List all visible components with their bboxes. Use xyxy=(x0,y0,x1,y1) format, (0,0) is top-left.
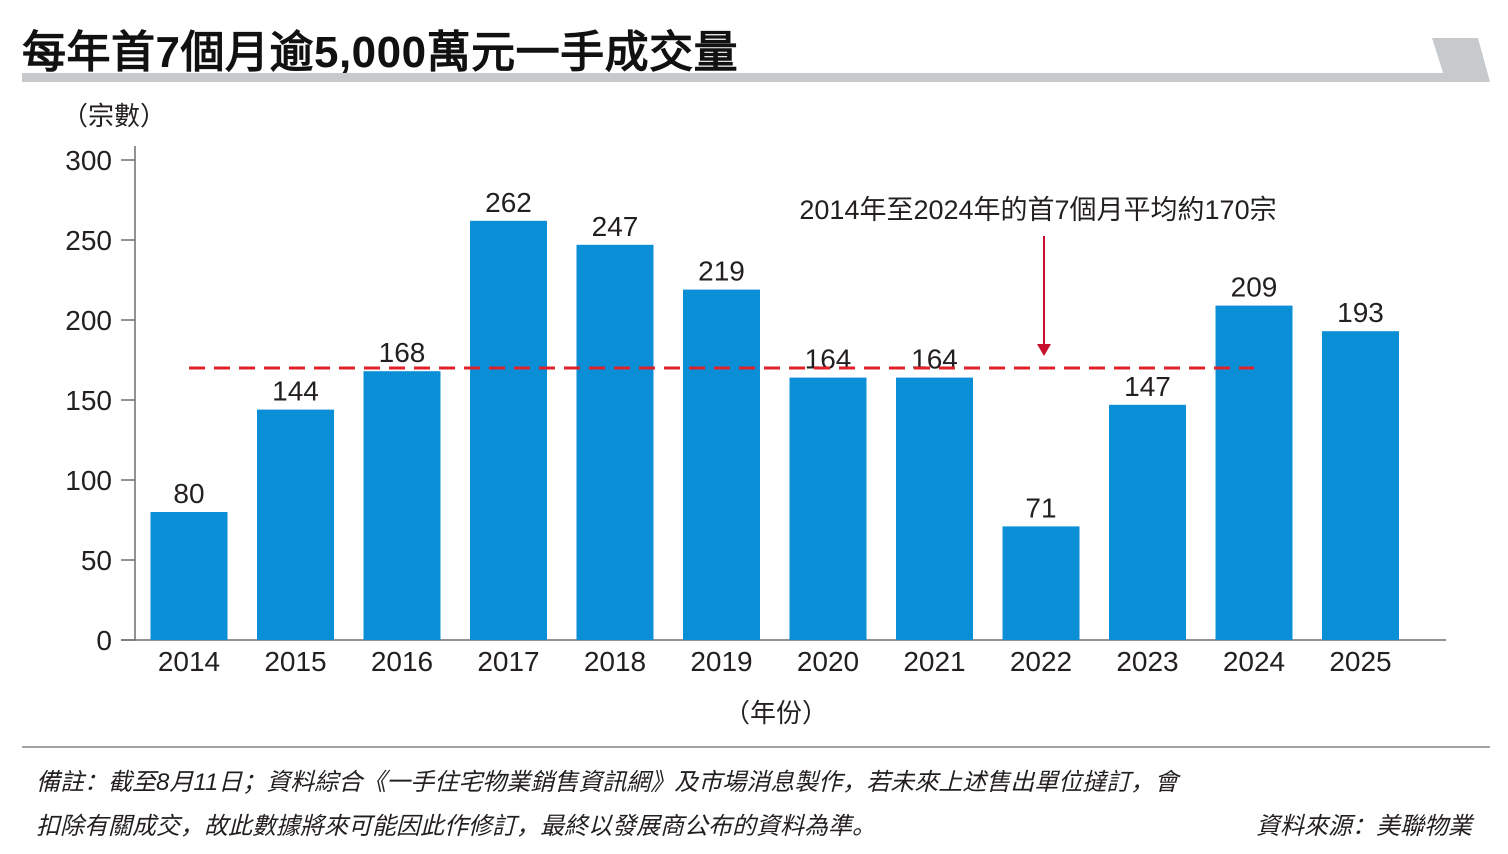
average-annotation-label: 2014年至2024年的首7個月平均約170宗 xyxy=(799,195,1276,225)
bar-2019 xyxy=(683,289,760,640)
value-labels: 80 144 168 262 247 219 164 164 71 147 209 193 xyxy=(173,187,1383,524)
data-source: 資料來源：美聯物業 xyxy=(1256,813,1472,840)
bar-2020 xyxy=(789,377,867,640)
bar-2015 xyxy=(257,409,334,640)
x-tick-label-2014: 2014 xyxy=(158,646,220,677)
x-tick-label-2015: 2015 xyxy=(264,646,326,677)
footnote-line-2: 扣除有關成交，故此數據將來可能因此作修訂，最終以發展商公布的資料為準。 xyxy=(36,813,876,840)
data-label-2022: 71 xyxy=(1025,492,1056,523)
average-arrow-head xyxy=(1037,344,1051,356)
data-label-2019: 219 xyxy=(698,256,745,287)
x-tick-label-2017: 2017 xyxy=(477,646,539,677)
footnote-line-1: 備註：截至8月11日；資料綜合《一手住宅物業銷售資訊網》及市場消息製作，若未來上… xyxy=(36,769,1179,796)
data-label-2016: 168 xyxy=(379,337,426,368)
data-label-2014: 80 xyxy=(173,478,204,509)
bar-2021 xyxy=(896,377,973,640)
x-tick-label-2016: 2016 xyxy=(371,646,433,677)
title-band-tab xyxy=(1432,38,1490,82)
bar-2018 xyxy=(576,244,654,641)
data-label-2025: 193 xyxy=(1337,297,1384,328)
axes: 0 50 100 150 200 250 300 2014 2015 2016 2017 2018 20… xyxy=(65,145,1446,677)
data-label-2024: 209 xyxy=(1231,272,1278,303)
bar-2023 xyxy=(1109,404,1186,640)
average-annotation: 2014年至2024年的首7個月平均約170宗 xyxy=(189,195,1277,370)
notes-divider xyxy=(22,746,1490,748)
data-label-2021: 164 xyxy=(911,344,958,375)
y-tick-label: 0 xyxy=(96,625,112,656)
x-tick-label-2022: 2022 xyxy=(1010,646,1072,677)
bar-2022 xyxy=(1002,526,1080,640)
y-tick-label: 150 xyxy=(65,385,112,416)
data-label-2015: 144 xyxy=(272,376,319,407)
bar-2017 xyxy=(470,220,547,641)
data-label-2018: 247 xyxy=(592,211,639,242)
data-label-2023: 147 xyxy=(1124,371,1171,402)
y-tick-label: 50 xyxy=(81,545,112,576)
x-tick-label-2019: 2019 xyxy=(690,646,752,677)
title-underline-band xyxy=(22,73,1468,82)
data-label-2017: 262 xyxy=(485,187,532,218)
y-tick-label: 200 xyxy=(65,305,112,336)
bars xyxy=(150,220,1399,641)
x-tick-label-2018: 2018 xyxy=(584,646,646,677)
x-tick-label-2025: 2025 xyxy=(1329,646,1391,677)
y-tick-label: 100 xyxy=(65,465,112,496)
y-tick-label: 300 xyxy=(65,145,112,176)
bar-2014 xyxy=(150,512,228,640)
y-tick-label: 250 xyxy=(65,225,112,256)
bar-2025 xyxy=(1322,331,1399,640)
data-label-2020: 164 xyxy=(805,344,852,375)
y-axis-label: （宗數） xyxy=(62,101,166,131)
x-axis-label: （年份） xyxy=(724,698,828,728)
x-tick-label-2024: 2024 xyxy=(1223,646,1285,677)
x-tick-label-2023: 2023 xyxy=(1116,646,1178,677)
bar-2024 xyxy=(1215,305,1293,640)
bar-2016 xyxy=(363,371,441,640)
x-tick-label-2021: 2021 xyxy=(903,646,965,677)
chart-title: 每年首7個月逾5,000萬元一手成交量 xyxy=(22,28,739,77)
x-tick-label-2020: 2020 xyxy=(797,646,859,677)
